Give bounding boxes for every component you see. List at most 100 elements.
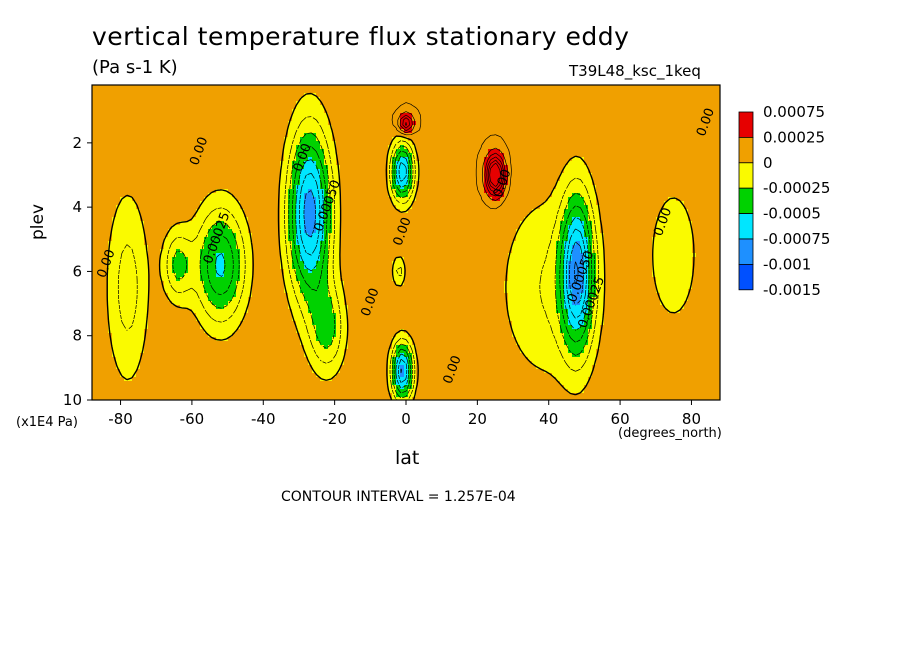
- field-cell: [244, 101, 249, 106]
- field-cell: [156, 89, 161, 94]
- field-cell: [112, 381, 117, 386]
- field-cell: [232, 393, 237, 398]
- field-cell: [196, 321, 201, 326]
- field-cell: [132, 217, 137, 222]
- field-cell: [268, 253, 273, 258]
- field-cell: [256, 93, 261, 98]
- field-cell: [240, 257, 245, 262]
- field-cell: [276, 237, 281, 242]
- field-cell: [196, 209, 201, 214]
- field-cell: [268, 89, 273, 94]
- field-cell: [236, 333, 241, 338]
- field-cell: [172, 125, 177, 130]
- field-cell: [268, 265, 273, 270]
- field-cell: [120, 345, 125, 350]
- field-cell: [188, 353, 193, 358]
- field-cell: [164, 157, 169, 162]
- field-cell: [280, 353, 285, 358]
- field-cell: [124, 241, 129, 246]
- field-cell: [216, 161, 221, 166]
- field-cell: [336, 185, 341, 190]
- field-cell: [92, 121, 97, 126]
- field-cell: [324, 317, 329, 322]
- field-cell: [332, 385, 337, 390]
- field-cell: [208, 197, 213, 202]
- field-cell: [96, 209, 101, 214]
- field-cell: [104, 137, 109, 142]
- field-cell: [312, 241, 317, 246]
- field-cell: [200, 253, 205, 258]
- field-cell: [244, 317, 249, 322]
- field-cell: [132, 357, 137, 362]
- field-cell: [228, 229, 233, 234]
- field-cell: [140, 105, 145, 110]
- field-cell: [252, 305, 257, 310]
- field-cell: [280, 325, 285, 330]
- field-cell: [200, 341, 205, 346]
- field-cell: [300, 177, 305, 182]
- field-cell: [192, 337, 197, 342]
- field-cell: [144, 373, 149, 378]
- field-cell: [128, 153, 133, 158]
- field-cell: [112, 205, 117, 210]
- field-cell: [152, 181, 157, 186]
- field-cell: [204, 237, 209, 242]
- field-cell: [272, 109, 277, 114]
- field-cell: [224, 237, 229, 242]
- field-cell: [136, 397, 141, 401]
- field-cell: [316, 305, 321, 310]
- field-cell: [188, 97, 193, 102]
- field-cell: [120, 301, 125, 306]
- field-cell: [148, 121, 153, 126]
- field-cell: [104, 121, 109, 126]
- field-cell: [336, 269, 341, 274]
- field-cell: [132, 221, 137, 226]
- field-cell: [228, 145, 233, 150]
- field-cell: [208, 169, 213, 174]
- field-cell: [120, 389, 125, 394]
- field-cell: [196, 117, 201, 122]
- field-cell: [336, 149, 341, 154]
- field-cell: [212, 113, 217, 118]
- field-cell: [136, 321, 141, 326]
- field-cell: [200, 165, 205, 170]
- field-cell: [160, 269, 165, 274]
- field-cell: [220, 185, 225, 190]
- field-cell: [204, 197, 209, 202]
- field-cell: [320, 333, 325, 338]
- field-cell: [160, 173, 165, 178]
- field-cell: [240, 189, 245, 194]
- field-cell: [132, 181, 137, 186]
- field-cell: [124, 185, 129, 190]
- field-cell: [268, 289, 273, 294]
- field-cell: [200, 173, 205, 178]
- field-cell: [300, 345, 305, 350]
- field-cell: [308, 165, 313, 170]
- field-cell: [260, 305, 265, 310]
- field-cell: [104, 85, 109, 90]
- field-cell: [276, 137, 281, 142]
- field-cell: [192, 309, 197, 314]
- field-cell: [148, 209, 153, 214]
- field-cell: [196, 181, 201, 186]
- field-cell: [312, 209, 317, 214]
- field-cell: [128, 181, 133, 186]
- field-cell: [144, 229, 149, 234]
- field-cell: [188, 245, 193, 250]
- field-cell: [296, 197, 301, 202]
- field-cell: [140, 321, 145, 326]
- field-cell: [296, 237, 301, 242]
- field-cell: [184, 297, 189, 302]
- field-cell: [340, 101, 345, 106]
- field-cell: [240, 153, 245, 158]
- field-cell: [296, 229, 301, 234]
- field-cell: [116, 109, 121, 114]
- field-cell: [116, 101, 121, 106]
- field-cell: [148, 93, 153, 98]
- field-cell: [204, 193, 209, 198]
- field-cell: [164, 209, 169, 214]
- field-cell: [184, 289, 189, 294]
- field-cell: [228, 137, 233, 142]
- field-cell: [220, 217, 225, 222]
- field-cell: [284, 237, 289, 242]
